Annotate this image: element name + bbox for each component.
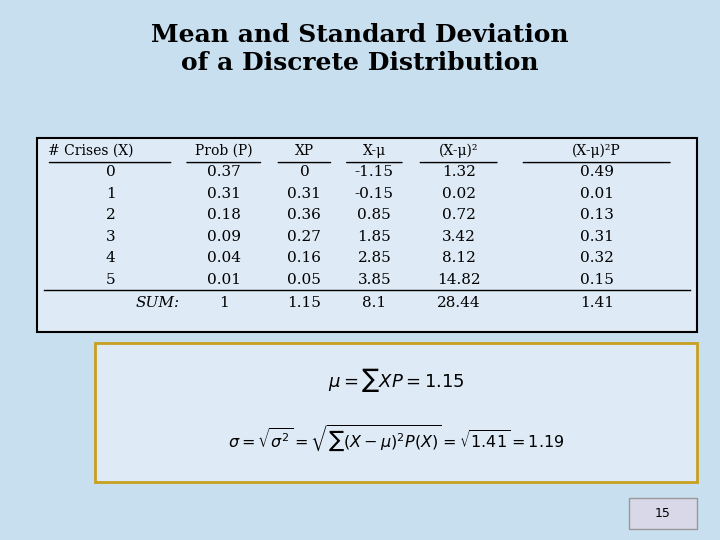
Text: 1: 1 [219,296,229,310]
Text: 0.31: 0.31 [287,187,321,201]
Text: 0.04: 0.04 [207,251,240,265]
Text: 0.01: 0.01 [207,273,240,287]
Text: 0.72: 0.72 [441,208,475,222]
Text: 0.27: 0.27 [287,230,321,244]
Text: (X-μ)²: (X-μ)² [439,144,478,158]
Text: 0.49: 0.49 [580,165,613,179]
Text: 4: 4 [106,251,116,265]
Text: 2: 2 [106,208,116,222]
Text: 0.18: 0.18 [207,208,240,222]
Text: 0.85: 0.85 [357,208,391,222]
Text: 0: 0 [300,165,310,179]
Text: 1.32: 1.32 [441,165,475,179]
Text: Prob (P): Prob (P) [195,144,253,158]
Text: (X-μ)²P: (X-μ)²P [572,144,621,158]
Text: Mean and Standard Deviation
of a Discrete Distribution: Mean and Standard Deviation of a Discret… [151,23,569,75]
Text: 0.15: 0.15 [580,273,613,287]
Text: 0.01: 0.01 [580,187,613,201]
Text: -1.15: -1.15 [355,165,394,179]
FancyBboxPatch shape [629,498,697,529]
Text: 3: 3 [106,230,116,244]
FancyBboxPatch shape [94,342,697,482]
FancyBboxPatch shape [37,138,697,332]
Text: 0.37: 0.37 [207,165,240,179]
Text: 0: 0 [106,165,116,179]
Text: 14.82: 14.82 [437,273,480,287]
Text: 1: 1 [106,187,116,201]
Text: 0.13: 0.13 [580,208,613,222]
Text: 1.41: 1.41 [580,296,613,310]
Text: 0.09: 0.09 [207,230,240,244]
Text: $\mu = \sum XP = 1.15$: $\mu = \sum XP = 1.15$ [328,366,464,394]
Text: 0.32: 0.32 [580,251,613,265]
Text: 1.15: 1.15 [287,296,321,310]
Text: 1.85: 1.85 [357,230,391,244]
Text: 3.85: 3.85 [358,273,391,287]
Text: 0.02: 0.02 [441,187,476,201]
Text: 8.1: 8.1 [362,296,387,310]
Text: $\sigma = \sqrt{\sigma^2} = \sqrt{\sum (X-\mu)^2 P(X)} = \sqrt{1.41} = 1.19$: $\sigma = \sqrt{\sigma^2} = \sqrt{\sum (… [228,424,564,454]
Text: 8.12: 8.12 [441,251,475,265]
Text: 0.05: 0.05 [287,273,321,287]
Text: # Crises (X): # Crises (X) [48,144,133,158]
Text: X-μ: X-μ [363,144,386,158]
Text: 0.31: 0.31 [580,230,613,244]
Text: 0.36: 0.36 [287,208,321,222]
Text: XP: XP [295,144,314,158]
Text: 0.31: 0.31 [207,187,240,201]
Text: SUM:: SUM: [135,296,179,310]
Text: 5: 5 [106,273,116,287]
Text: 2.85: 2.85 [357,251,391,265]
Text: 28.44: 28.44 [437,296,480,310]
Text: 3.42: 3.42 [441,230,475,244]
Text: 0.16: 0.16 [287,251,321,265]
Text: -0.15: -0.15 [355,187,394,201]
Text: 15: 15 [654,507,670,520]
